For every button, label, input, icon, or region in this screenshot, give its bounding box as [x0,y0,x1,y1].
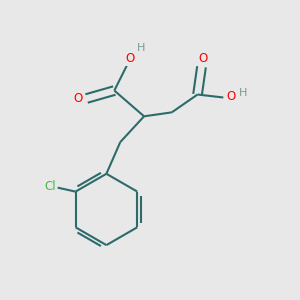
Text: O: O [226,90,236,103]
Text: O: O [198,52,207,65]
Text: O: O [126,52,135,65]
Text: O: O [73,92,82,105]
Text: H: H [239,88,247,98]
Text: H: H [137,43,145,53]
Text: Cl: Cl [44,180,56,193]
